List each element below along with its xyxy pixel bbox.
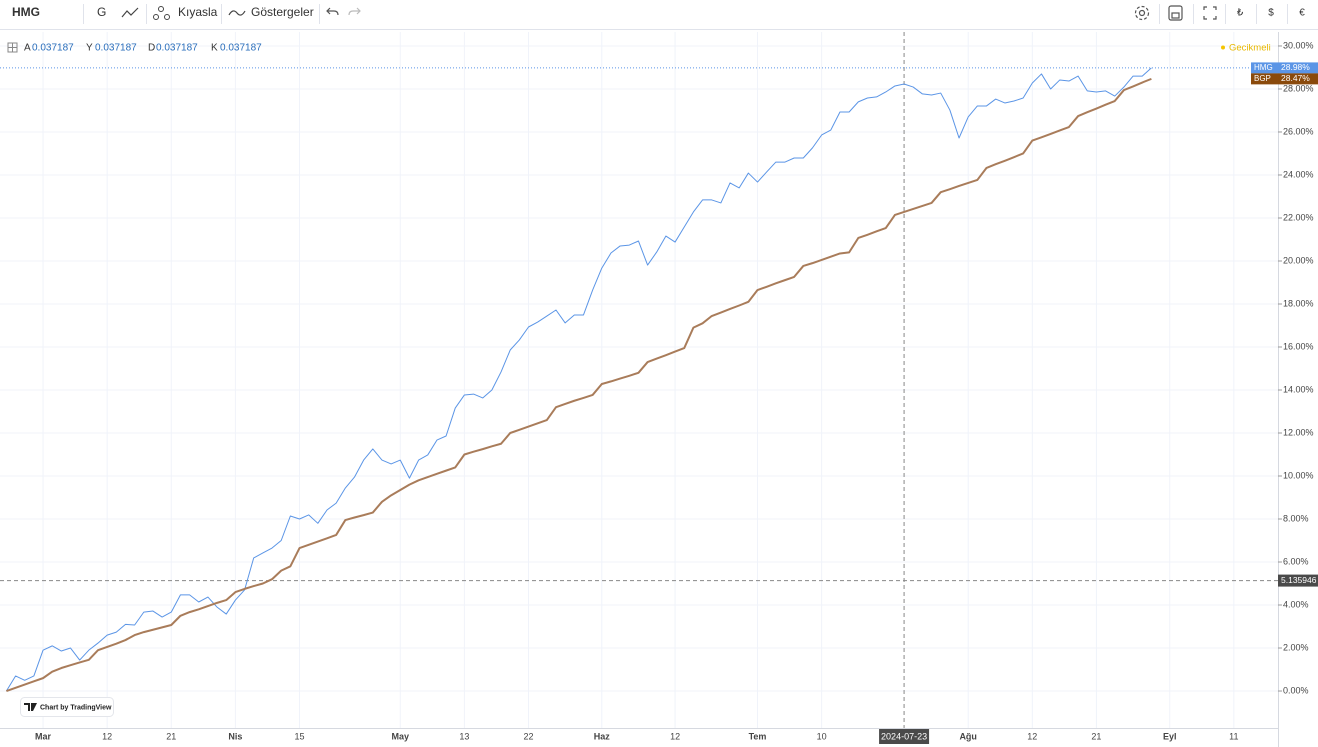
watermark-box[interactable] xyxy=(20,697,114,717)
undo-button[interactable] xyxy=(326,7,339,16)
save-button[interactable] xyxy=(1168,5,1183,21)
x-tick-label: 10 xyxy=(817,731,827,741)
grid xyxy=(0,32,1278,728)
y-tick-label: 2.00% xyxy=(1283,642,1309,652)
ohlc-key: A xyxy=(24,43,31,54)
x-tick-label: May xyxy=(392,731,410,741)
x-tick-label: Mar xyxy=(35,731,52,741)
series-line xyxy=(6,77,1152,692)
x-tick-label: Eyl xyxy=(1163,731,1177,741)
y-tick-label: 22.00% xyxy=(1283,212,1314,222)
y-tick-label: 24.00% xyxy=(1283,169,1314,179)
last-value-label: 28.47% xyxy=(1281,73,1310,83)
ohlc-value: 0.037187 xyxy=(220,43,262,54)
crosshair-x-label: 2024-07-23 xyxy=(881,731,927,741)
x-tick-label: Ağu xyxy=(959,731,977,741)
x-tick-label: Haz xyxy=(594,731,611,741)
status-dot xyxy=(1221,45,1225,50)
ohlc-key: K xyxy=(211,43,218,54)
last-value-name: BGP xyxy=(1254,74,1271,83)
compare-icon[interactable] xyxy=(153,6,170,20)
x-tick-label: 13 xyxy=(459,731,469,741)
y-tick-label: 10.00% xyxy=(1283,470,1314,480)
currency-button[interactable]: ₺ xyxy=(1237,8,1244,19)
indicators-icon[interactable] xyxy=(228,10,246,16)
settings-button[interactable] xyxy=(1134,5,1150,21)
x-tick-label: 12 xyxy=(1027,731,1037,741)
last-value-box xyxy=(1251,62,1318,74)
ohlc-value: 0.037187 xyxy=(32,43,74,54)
chart-type-icon[interactable] xyxy=(121,7,139,18)
x-tick-label: 21 xyxy=(1091,731,1101,741)
y-tick-label: 0.00% xyxy=(1283,685,1309,695)
ohlc-value: 0.037187 xyxy=(95,43,137,54)
currency-button[interactable]: € xyxy=(1299,8,1305,19)
indicators-button[interactable]: Göstergeler xyxy=(251,5,314,19)
y-tick-label: 26.00% xyxy=(1283,126,1314,136)
legend-toggle[interactable] xyxy=(7,42,18,53)
x-tick-label: 22 xyxy=(524,731,534,741)
x-tick-label: Nis xyxy=(228,731,242,741)
y-tick-label: 18.00% xyxy=(1283,298,1314,308)
x-tick-label: 21 xyxy=(166,731,176,741)
y-tick-label: 6.00% xyxy=(1283,556,1309,566)
last-value-box xyxy=(1251,73,1318,85)
plot xyxy=(0,32,1278,728)
x-tick-label: 12 xyxy=(670,731,680,741)
ohlc-key: D xyxy=(148,43,155,54)
y-tick-label: 28.00% xyxy=(1283,83,1314,93)
status: Gecikmeli xyxy=(1229,43,1271,54)
x-tick-label: 15 xyxy=(295,731,305,741)
fullscreen-button[interactable] xyxy=(1203,6,1217,20)
symbol[interactable]: HMG xyxy=(12,5,40,19)
y-tick-label: 16.00% xyxy=(1283,341,1314,351)
y-tick-label: 4.00% xyxy=(1283,599,1309,609)
y-tick-label: 14.00% xyxy=(1283,384,1314,394)
ohlc-value: 0.037187 xyxy=(156,43,198,54)
redo-button[interactable] xyxy=(348,7,361,16)
crosshair-y-label: 5.135946 xyxy=(1281,575,1317,585)
currency-button[interactable]: $ xyxy=(1268,8,1274,19)
interval[interactable]: G xyxy=(97,5,106,19)
y-tick-label: 12.00% xyxy=(1283,427,1314,437)
ohlc-key: Y xyxy=(86,43,93,54)
compare-button[interactable]: Kıyasla xyxy=(178,5,218,19)
last-value-name: HMG xyxy=(1254,63,1273,72)
x-tick-label: 11 xyxy=(1229,731,1238,741)
crosshair-x-box xyxy=(879,729,930,744)
watermark-logo xyxy=(24,703,37,711)
last-value-label: 28.98% xyxy=(1281,62,1310,72)
x-tick-label: 12 xyxy=(102,731,112,741)
y-tick-label: 30.00% xyxy=(1283,40,1314,50)
watermark: Chart by TradingView xyxy=(40,704,112,711)
y-tick-label: 20.00% xyxy=(1283,255,1314,265)
y-tick-label: 8.00% xyxy=(1283,513,1309,523)
x-tick-label: Tem xyxy=(749,731,767,741)
crosshair-y-box xyxy=(1278,574,1318,587)
series-line xyxy=(5,67,1152,692)
